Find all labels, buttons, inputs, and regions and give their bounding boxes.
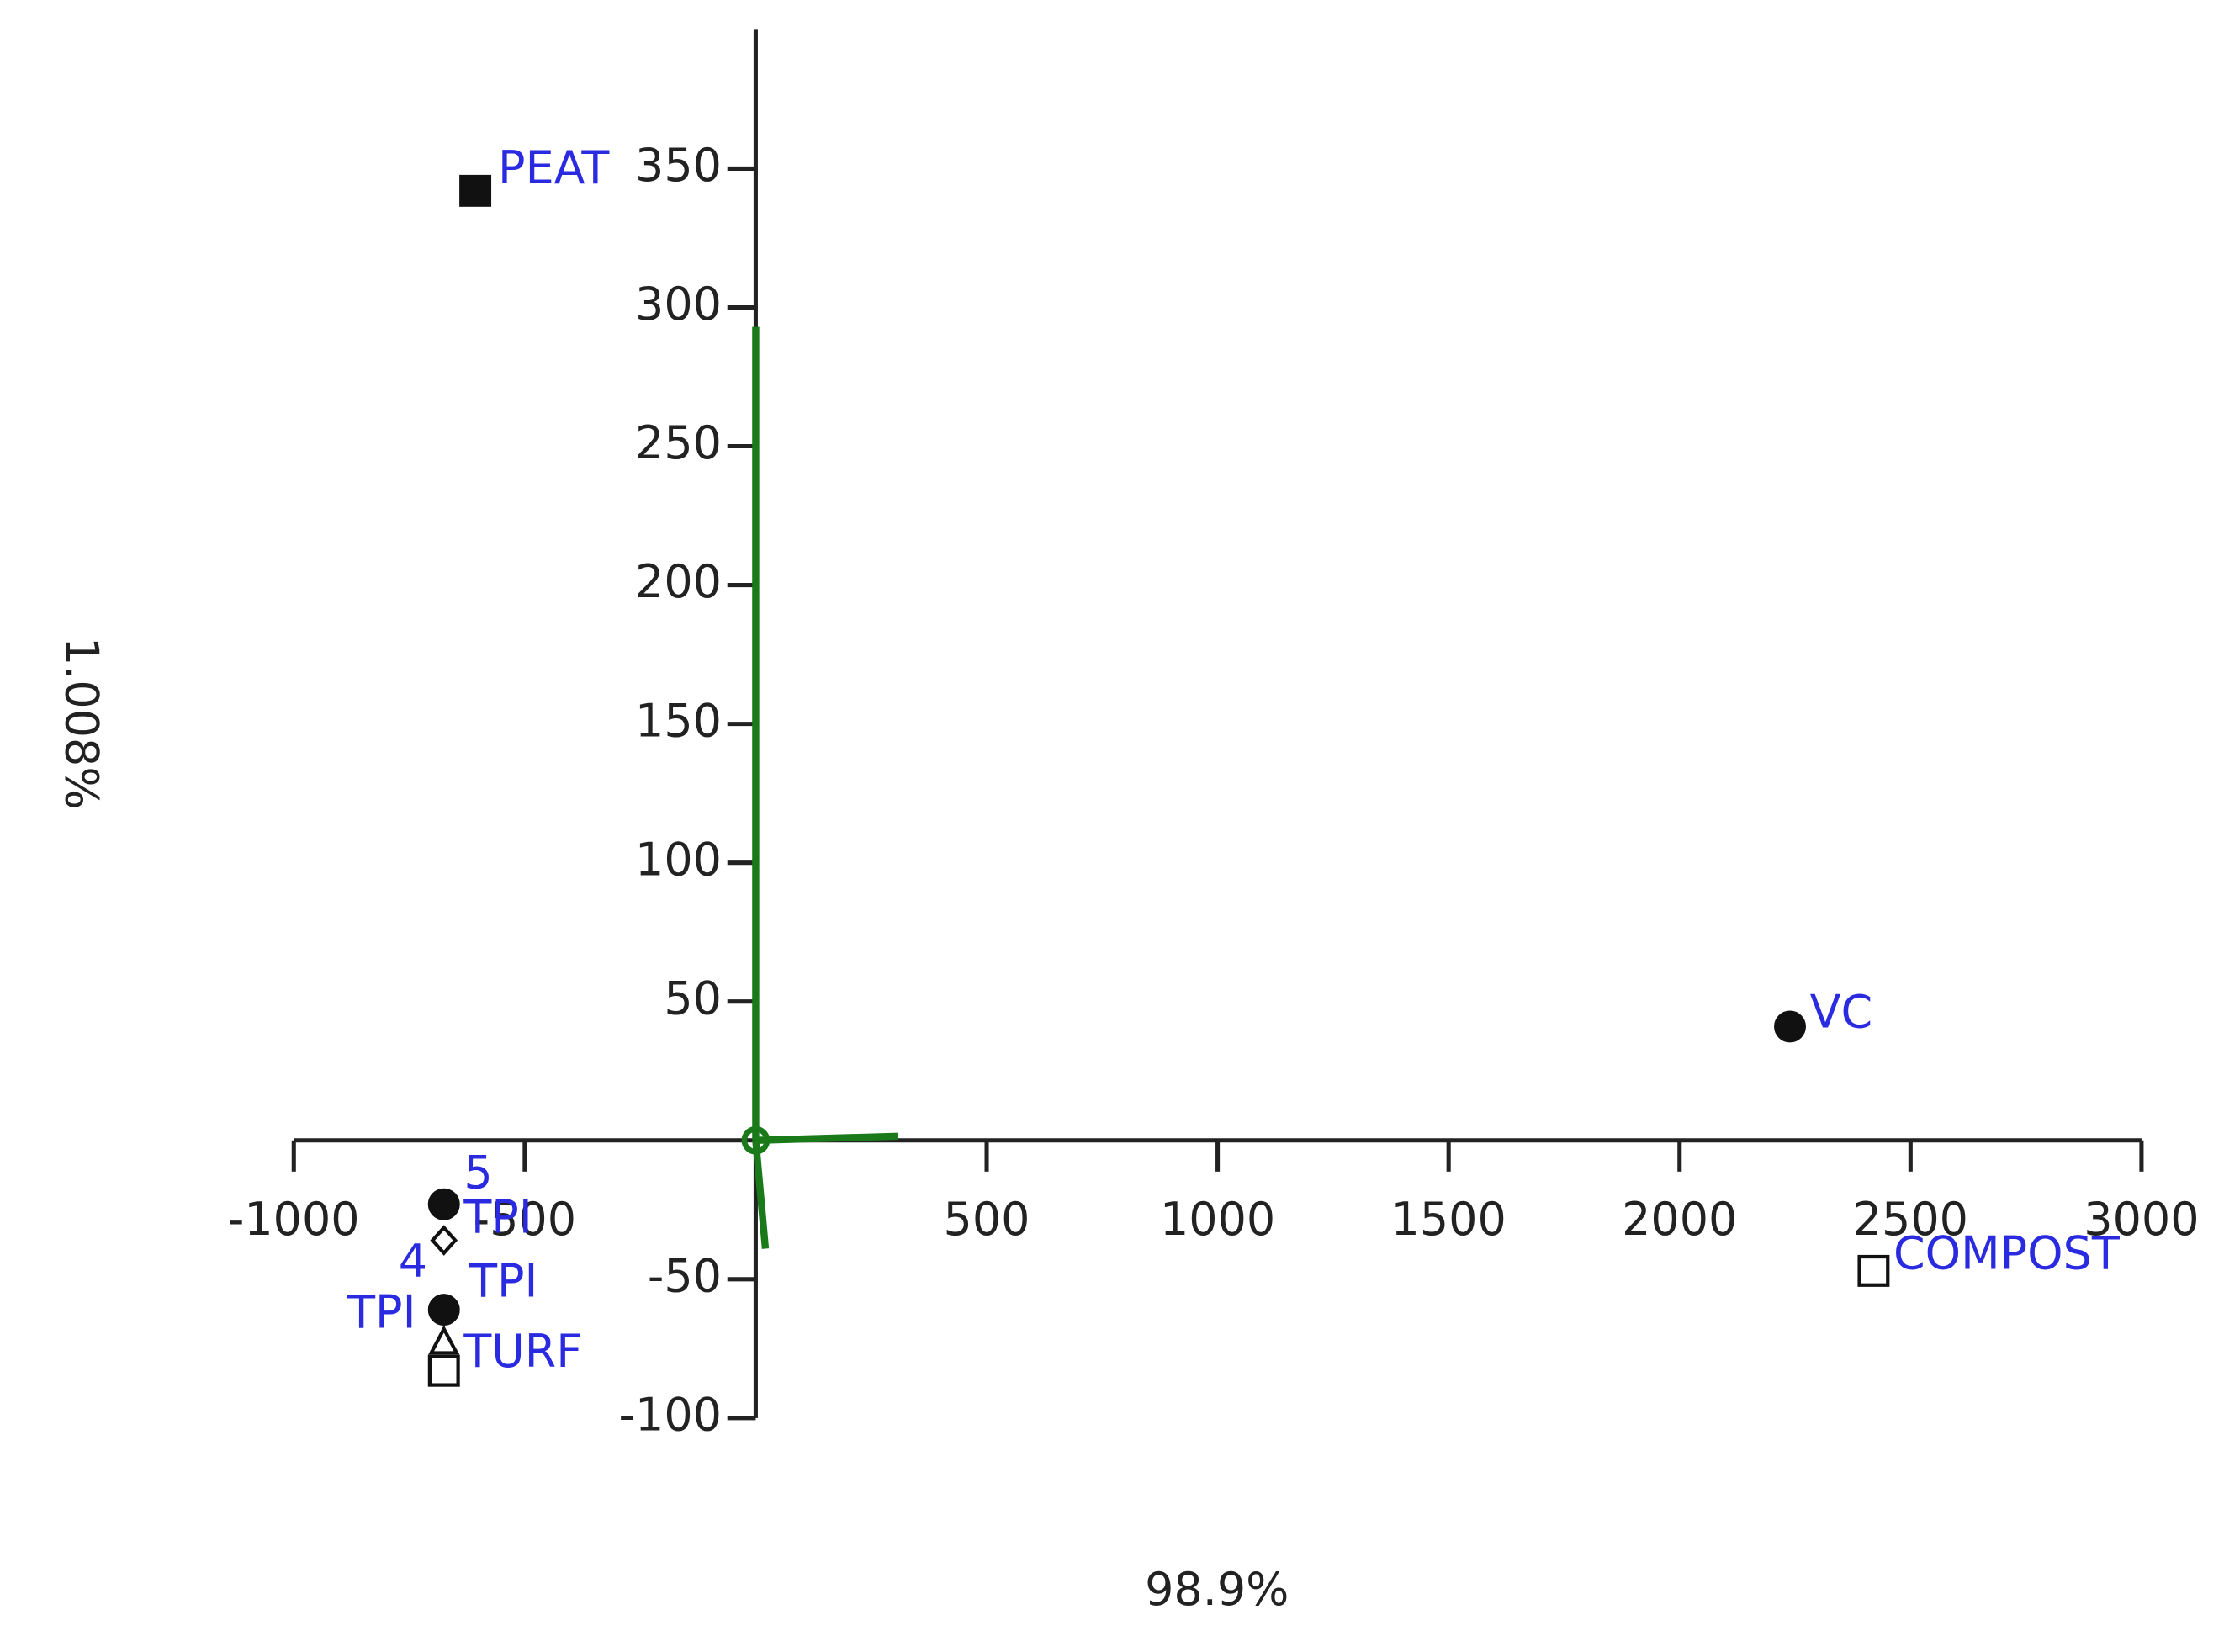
- point: [427, 1188, 460, 1220]
- y-tick-label: 100: [635, 833, 722, 886]
- y-tick-label: 200: [635, 555, 722, 608]
- point: [428, 1325, 460, 1355]
- y-tick-label: 50: [664, 972, 722, 1025]
- point: [459, 174, 492, 207]
- point-label: PEAT: [498, 141, 610, 194]
- point: [430, 1225, 458, 1256]
- point-label: VC: [1810, 986, 1873, 1039]
- y-tick-label: 350: [635, 139, 722, 192]
- loading-vector: [755, 1132, 898, 1144]
- x-tick-label: 1500: [1391, 1193, 1506, 1246]
- y-tick-label: 300: [635, 278, 722, 331]
- origin: [741, 1125, 770, 1155]
- y-tick-label: -50: [648, 1249, 722, 1302]
- x-tick-label: 2000: [1622, 1193, 1737, 1246]
- x-tick-label: 500: [944, 1193, 1030, 1246]
- x-tick-label: 3000: [2084, 1193, 2199, 1246]
- y-tick-label: 150: [635, 694, 722, 747]
- point-label: TPI: [347, 1285, 416, 1338]
- x-tick-label: 1000: [1160, 1193, 1275, 1246]
- y-tick-label: -100: [619, 1388, 722, 1441]
- point: [1857, 1254, 1890, 1287]
- x-tick-label: -1000: [228, 1193, 360, 1246]
- point-label: TURF: [463, 1325, 582, 1378]
- point-label: 5: [463, 1146, 492, 1199]
- x-tick-label: 2500: [1853, 1193, 1968, 1246]
- y-axis-label: 1.008%: [55, 637, 108, 810]
- point-label: TPI: [469, 1254, 537, 1307]
- point-label: TPI: [463, 1191, 532, 1244]
- y-tick-label: 250: [635, 416, 722, 469]
- point-label: COMPOST: [1893, 1227, 2121, 1280]
- point-label: 4: [399, 1235, 427, 1288]
- x-axis-label: 98.9%: [1145, 1563, 1289, 1616]
- x-tick-label: -500: [474, 1193, 576, 1246]
- point: [427, 1294, 460, 1326]
- point: [1774, 1010, 1806, 1043]
- point: [427, 1354, 460, 1387]
- loading-vector: [752, 1140, 770, 1249]
